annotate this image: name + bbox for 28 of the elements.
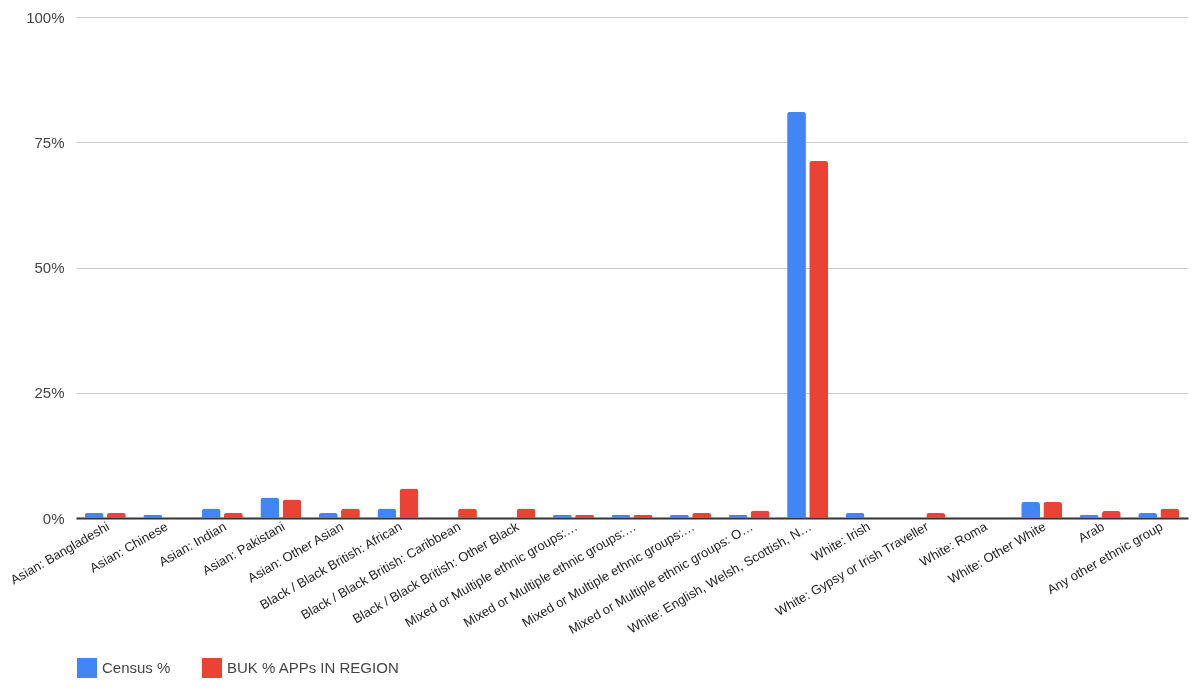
bar xyxy=(318,512,338,518)
bar xyxy=(692,512,712,518)
bar xyxy=(84,512,104,518)
bar xyxy=(1101,510,1121,518)
bar xyxy=(260,497,280,518)
bar xyxy=(926,512,946,518)
bar xyxy=(1138,512,1158,518)
bar xyxy=(633,514,653,518)
y-tick-label: 50% xyxy=(34,259,65,276)
legend-label: BUK % APPs IN REGION xyxy=(227,659,399,676)
bar xyxy=(1079,514,1099,518)
bar xyxy=(728,514,748,518)
bar xyxy=(809,160,829,518)
y-tick-label: 100% xyxy=(26,8,65,26)
bar xyxy=(1021,501,1041,518)
x-tick-label: Arab xyxy=(1075,518,1107,546)
bar xyxy=(611,514,631,518)
y-tick-label: 75% xyxy=(34,133,65,151)
bar xyxy=(787,111,806,518)
bar xyxy=(143,514,163,518)
bar xyxy=(845,512,865,518)
bar xyxy=(223,512,243,518)
bar xyxy=(282,499,302,518)
bar xyxy=(106,512,126,518)
legend-label: Census % xyxy=(102,659,171,676)
y-tick-label: 25% xyxy=(34,384,65,402)
bar xyxy=(1043,501,1063,518)
bar xyxy=(399,488,419,518)
